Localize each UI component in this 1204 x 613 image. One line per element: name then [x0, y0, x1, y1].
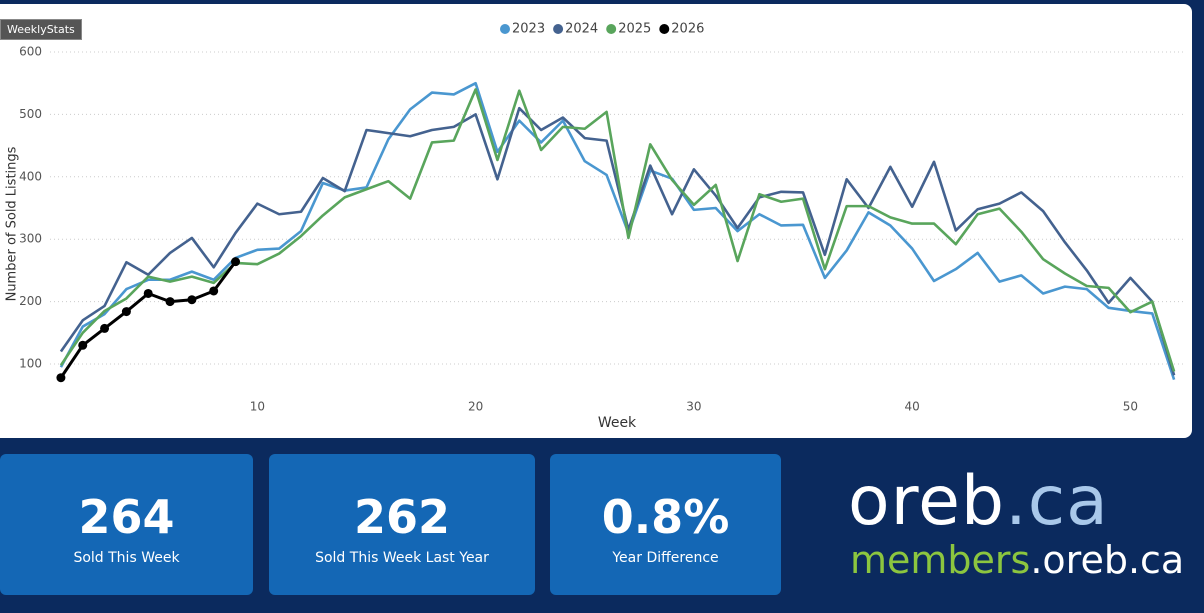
- kpi-card: 0.8% Year Difference: [550, 454, 781, 595]
- kpi-label: Sold This Week Last Year: [315, 550, 489, 566]
- data-point: [121, 307, 131, 317]
- x-tick-label: 20: [468, 400, 483, 414]
- y-tick-label: 200: [19, 294, 42, 308]
- legend-swatch: [553, 24, 564, 34]
- visual-tag: WeeklyStats: [0, 19, 82, 40]
- logo: oreb.ca: [848, 462, 1109, 542]
- y-tick-label: 600: [19, 45, 42, 59]
- data-point: [143, 288, 153, 298]
- data-point: [56, 373, 66, 383]
- logo-text: oreb: [848, 462, 1006, 541]
- series-line: [59, 106, 1176, 376]
- y-axis-title: Number of Sold Listings: [5, 146, 20, 301]
- y-tick-label: 300: [19, 232, 42, 246]
- kpi-value: 0.8%: [601, 490, 730, 544]
- data-point: [187, 295, 197, 305]
- x-axis-title: Week: [598, 415, 637, 431]
- legend-label: 2023: [512, 22, 545, 37]
- kpi-value: 264: [78, 490, 175, 544]
- data-point: [231, 257, 241, 267]
- x-tick-label: 40: [905, 400, 920, 414]
- data-point: [165, 297, 175, 307]
- logo-text: .oreb.ca: [1030, 538, 1185, 582]
- data-point: [209, 286, 219, 296]
- kpi-label: Sold This Week: [73, 550, 180, 566]
- logo-url: members.oreb.ca: [850, 535, 1184, 585]
- legend-swatch: [606, 24, 617, 34]
- kpi-card: 264 Sold This Week: [0, 454, 253, 595]
- logo-text: .ca: [1005, 462, 1109, 541]
- data-point: [100, 323, 110, 333]
- logo-text: members: [850, 538, 1031, 582]
- kpi-card: 262 Sold This Week Last Year: [269, 454, 535, 595]
- chart: 100 200 300 400 500 600 10 20 30 40 50 Week Number o…: [5, 22, 1185, 431]
- kpi-value: 262: [353, 490, 451, 544]
- kpi-label: Year Difference: [612, 550, 719, 566]
- y-tick-label: 100: [19, 357, 42, 371]
- legend-label: 2025: [618, 22, 651, 37]
- y-tick-label: 500: [19, 107, 42, 121]
- legend-label: 2024: [565, 22, 598, 37]
- y-tick-label: 400: [19, 169, 42, 183]
- data-point: [78, 340, 88, 350]
- legend-label: 2026: [671, 22, 704, 37]
- x-tick-label: 10: [250, 400, 265, 414]
- x-tick-label: 30: [686, 400, 701, 414]
- legend-swatch: [659, 24, 670, 34]
- chart-panel: 100 200 300 400 500 600 10 20 30 40 50 Week Number o…: [0, 4, 1192, 438]
- legend-swatch: [500, 24, 510, 34]
- series-line: [59, 81, 1176, 381]
- series-line: [59, 88, 1176, 372]
- x-tick-label: 50: [1123, 400, 1138, 414]
